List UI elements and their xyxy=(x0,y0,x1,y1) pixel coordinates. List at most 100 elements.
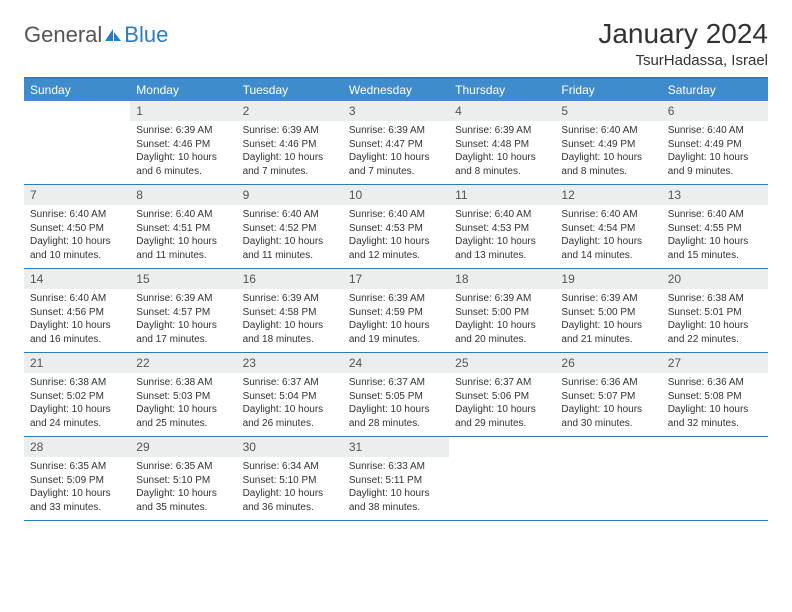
week-row: 28Sunrise: 6:35 AMSunset: 5:09 PMDayligh… xyxy=(24,437,768,521)
dow-wednesday: Wednesday xyxy=(343,79,449,101)
day-body: Sunrise: 6:39 AMSunset: 4:48 PMDaylight:… xyxy=(449,121,555,184)
day-number: 21 xyxy=(24,353,130,373)
month-title: January 2024 xyxy=(598,18,768,50)
day-cell: 17Sunrise: 6:39 AMSunset: 4:59 PMDayligh… xyxy=(343,269,449,352)
day-body: Sunrise: 6:37 AMSunset: 5:04 PMDaylight:… xyxy=(237,373,343,436)
day-body: Sunrise: 6:39 AMSunset: 4:46 PMDaylight:… xyxy=(130,121,236,184)
day-number: 12 xyxy=(555,185,661,205)
day-cell: 4Sunrise: 6:39 AMSunset: 4:48 PMDaylight… xyxy=(449,101,555,184)
day-number xyxy=(24,101,130,107)
location: TsurHadassa, Israel xyxy=(598,52,768,69)
day-number: 10 xyxy=(343,185,449,205)
day-body: Sunrise: 6:38 AMSunset: 5:03 PMDaylight:… xyxy=(130,373,236,436)
day-cell: 1Sunrise: 6:39 AMSunset: 4:46 PMDaylight… xyxy=(130,101,236,184)
day-body: Sunrise: 6:39 AMSunset: 4:59 PMDaylight:… xyxy=(343,289,449,352)
day-body: Sunrise: 6:39 AMSunset: 4:57 PMDaylight:… xyxy=(130,289,236,352)
day-cell: 15Sunrise: 6:39 AMSunset: 4:57 PMDayligh… xyxy=(130,269,236,352)
day-cell: 9Sunrise: 6:40 AMSunset: 4:52 PMDaylight… xyxy=(237,185,343,268)
day-body: Sunrise: 6:39 AMSunset: 5:00 PMDaylight:… xyxy=(555,289,661,352)
day-number: 25 xyxy=(449,353,555,373)
day-cell: 19Sunrise: 6:39 AMSunset: 5:00 PMDayligh… xyxy=(555,269,661,352)
day-number: 15 xyxy=(130,269,236,289)
logo-sail-icon xyxy=(104,28,122,42)
day-number: 8 xyxy=(130,185,236,205)
day-number: 18 xyxy=(449,269,555,289)
header: General Blue January 2024 TsurHadassa, I… xyxy=(24,18,768,69)
week-row: 14Sunrise: 6:40 AMSunset: 4:56 PMDayligh… xyxy=(24,269,768,353)
day-cell: 23Sunrise: 6:37 AMSunset: 5:04 PMDayligh… xyxy=(237,353,343,436)
day-number xyxy=(555,437,661,443)
day-number: 2 xyxy=(237,101,343,121)
day-number: 31 xyxy=(343,437,449,457)
day-body: Sunrise: 6:40 AMSunset: 4:50 PMDaylight:… xyxy=(24,205,130,268)
day-number: 28 xyxy=(24,437,130,457)
day-cell: 28Sunrise: 6:35 AMSunset: 5:09 PMDayligh… xyxy=(24,437,130,520)
day-cell: 24Sunrise: 6:37 AMSunset: 5:05 PMDayligh… xyxy=(343,353,449,436)
day-cell: 5Sunrise: 6:40 AMSunset: 4:49 PMDaylight… xyxy=(555,101,661,184)
day-number: 26 xyxy=(555,353,661,373)
day-number: 14 xyxy=(24,269,130,289)
day-number: 24 xyxy=(343,353,449,373)
day-body: Sunrise: 6:38 AMSunset: 5:02 PMDaylight:… xyxy=(24,373,130,436)
day-number: 1 xyxy=(130,101,236,121)
day-cell: 30Sunrise: 6:34 AMSunset: 5:10 PMDayligh… xyxy=(237,437,343,520)
day-body: Sunrise: 6:36 AMSunset: 5:08 PMDaylight:… xyxy=(662,373,768,436)
day-number: 17 xyxy=(343,269,449,289)
day-number: 3 xyxy=(343,101,449,121)
day-cell xyxy=(662,437,768,520)
day-body: Sunrise: 6:40 AMSunset: 4:52 PMDaylight:… xyxy=(237,205,343,268)
day-cell: 11Sunrise: 6:40 AMSunset: 4:53 PMDayligh… xyxy=(449,185,555,268)
day-body: Sunrise: 6:36 AMSunset: 5:07 PMDaylight:… xyxy=(555,373,661,436)
week-row: 1Sunrise: 6:39 AMSunset: 4:46 PMDaylight… xyxy=(24,101,768,185)
day-cell: 29Sunrise: 6:35 AMSunset: 5:10 PMDayligh… xyxy=(130,437,236,520)
day-body: Sunrise: 6:40 AMSunset: 4:49 PMDaylight:… xyxy=(555,121,661,184)
dow-friday: Friday xyxy=(555,79,661,101)
day-number: 29 xyxy=(130,437,236,457)
day-cell: 8Sunrise: 6:40 AMSunset: 4:51 PMDaylight… xyxy=(130,185,236,268)
day-body: Sunrise: 6:39 AMSunset: 4:47 PMDaylight:… xyxy=(343,121,449,184)
day-body: Sunrise: 6:40 AMSunset: 4:55 PMDaylight:… xyxy=(662,205,768,268)
day-body: Sunrise: 6:40 AMSunset: 4:49 PMDaylight:… xyxy=(662,121,768,184)
day-cell: 12Sunrise: 6:40 AMSunset: 4:54 PMDayligh… xyxy=(555,185,661,268)
day-body: Sunrise: 6:35 AMSunset: 5:09 PMDaylight:… xyxy=(24,457,130,520)
weeks-container: 1Sunrise: 6:39 AMSunset: 4:46 PMDaylight… xyxy=(24,101,768,521)
day-cell: 27Sunrise: 6:36 AMSunset: 5:08 PMDayligh… xyxy=(662,353,768,436)
day-cell: 10Sunrise: 6:40 AMSunset: 4:53 PMDayligh… xyxy=(343,185,449,268)
day-body: Sunrise: 6:39 AMSunset: 4:58 PMDaylight:… xyxy=(237,289,343,352)
day-body: Sunrise: 6:40 AMSunset: 4:51 PMDaylight:… xyxy=(130,205,236,268)
day-number: 5 xyxy=(555,101,661,121)
logo-text-general: General xyxy=(24,22,102,48)
day-body: Sunrise: 6:38 AMSunset: 5:01 PMDaylight:… xyxy=(662,289,768,352)
dow-saturday: Saturday xyxy=(662,79,768,101)
day-cell: 18Sunrise: 6:39 AMSunset: 5:00 PMDayligh… xyxy=(449,269,555,352)
dow-thursday: Thursday xyxy=(449,79,555,101)
day-body: Sunrise: 6:39 AMSunset: 4:46 PMDaylight:… xyxy=(237,121,343,184)
day-body: Sunrise: 6:34 AMSunset: 5:10 PMDaylight:… xyxy=(237,457,343,520)
day-number xyxy=(662,437,768,443)
day-cell: 3Sunrise: 6:39 AMSunset: 4:47 PMDaylight… xyxy=(343,101,449,184)
logo: General Blue xyxy=(24,22,168,48)
day-body: Sunrise: 6:37 AMSunset: 5:05 PMDaylight:… xyxy=(343,373,449,436)
day-number xyxy=(449,437,555,443)
dow-row: Sunday Monday Tuesday Wednesday Thursday… xyxy=(24,79,768,101)
day-body: Sunrise: 6:33 AMSunset: 5:11 PMDaylight:… xyxy=(343,457,449,520)
day-number: 7 xyxy=(24,185,130,205)
dow-monday: Monday xyxy=(130,79,236,101)
day-body: Sunrise: 6:40 AMSunset: 4:53 PMDaylight:… xyxy=(449,205,555,268)
day-cell: 7Sunrise: 6:40 AMSunset: 4:50 PMDaylight… xyxy=(24,185,130,268)
day-number: 13 xyxy=(662,185,768,205)
day-number: 23 xyxy=(237,353,343,373)
day-cell: 13Sunrise: 6:40 AMSunset: 4:55 PMDayligh… xyxy=(662,185,768,268)
day-cell: 16Sunrise: 6:39 AMSunset: 4:58 PMDayligh… xyxy=(237,269,343,352)
week-row: 7Sunrise: 6:40 AMSunset: 4:50 PMDaylight… xyxy=(24,185,768,269)
day-number: 6 xyxy=(662,101,768,121)
day-cell: 14Sunrise: 6:40 AMSunset: 4:56 PMDayligh… xyxy=(24,269,130,352)
day-number: 4 xyxy=(449,101,555,121)
title-block: January 2024 TsurHadassa, Israel xyxy=(598,18,768,69)
day-cell: 26Sunrise: 6:36 AMSunset: 5:07 PMDayligh… xyxy=(555,353,661,436)
day-number: 9 xyxy=(237,185,343,205)
day-number: 16 xyxy=(237,269,343,289)
day-cell xyxy=(449,437,555,520)
logo-text-blue: Blue xyxy=(124,22,168,48)
day-body: Sunrise: 6:40 AMSunset: 4:54 PMDaylight:… xyxy=(555,205,661,268)
